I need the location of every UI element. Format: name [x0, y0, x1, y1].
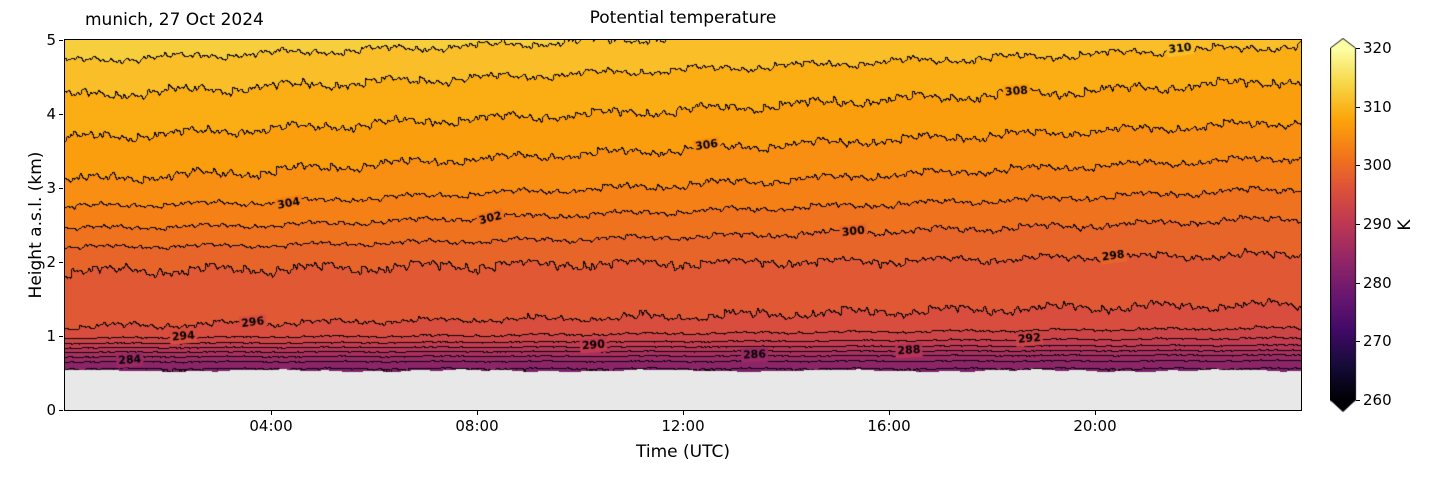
y-tick-mark — [59, 40, 63, 41]
y-tick-label: 3 — [46, 179, 56, 197]
subtitle-annotation: munich, 27 Oct 2024 — [85, 10, 264, 30]
x-axis-label: Time (UTC) — [636, 442, 730, 462]
colorbar-label: K — [1395, 219, 1415, 231]
colorbar-tick-mark — [1356, 224, 1360, 225]
plot-area — [64, 39, 1302, 411]
colorbar-tick-label: 260 — [1363, 391, 1392, 409]
y-tick-label: 0 — [46, 401, 56, 419]
x-tick-mark — [889, 411, 890, 415]
y-tick-label: 4 — [46, 105, 56, 123]
colorbar-tick-label: 270 — [1363, 332, 1392, 351]
colorbar-tick-label: 310 — [1363, 97, 1392, 116]
x-tick-label: 20:00 — [1073, 417, 1117, 435]
colorbar-tick-label: 320 — [1363, 39, 1392, 57]
y-tick-mark — [59, 410, 63, 411]
colorbar-tick-mark — [1356, 106, 1360, 108]
y-tick-mark — [59, 262, 63, 263]
y-axis-label: Height a.s.l. (km) — [26, 151, 46, 299]
colorbar-tick-mark — [1356, 282, 1360, 284]
y-tick-mark — [59, 114, 63, 115]
x-tick-label: 12:00 — [661, 417, 705, 435]
colorbar-tick-label: 280 — [1363, 273, 1392, 292]
colorbar-tick-mark — [1356, 48, 1360, 49]
y-tick-label: 5 — [46, 31, 56, 49]
contour-canvas — [65, 40, 1301, 410]
y-tick-mark — [59, 336, 63, 337]
x-tick-mark — [477, 411, 478, 415]
colorbar — [1330, 38, 1357, 418]
colorbar-tick-mark — [1356, 400, 1360, 401]
x-tick-mark — [1095, 411, 1096, 415]
colorbar-tick-mark — [1356, 341, 1360, 343]
colorbar-tick-label: 300 — [1363, 156, 1392, 175]
colorbar-canvas — [1330, 38, 1357, 414]
x-tick-label: 04:00 — [249, 417, 293, 435]
x-tick-label: 08:00 — [455, 417, 499, 435]
x-tick-mark — [683, 411, 684, 415]
colorbar-tick-mark — [1356, 165, 1360, 167]
y-tick-label: 1 — [46, 327, 56, 345]
colorbar-tick-label: 290 — [1363, 215, 1392, 233]
y-tick-label: 2 — [46, 253, 56, 271]
y-tick-mark — [59, 188, 63, 189]
x-tick-label: 16:00 — [867, 417, 911, 435]
x-tick-mark — [271, 411, 272, 415]
page-title: Potential temperature — [589, 8, 777, 28]
